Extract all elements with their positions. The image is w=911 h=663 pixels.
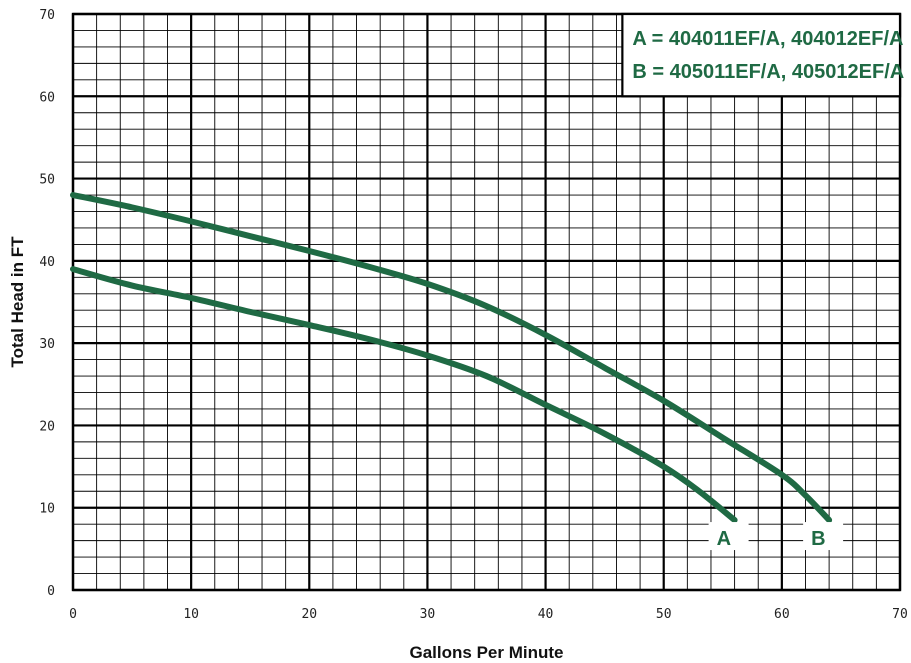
y-tick-label: 0: [47, 584, 55, 599]
y-tick-label: 70: [39, 8, 55, 23]
plot-frame: [71, 12, 902, 592]
y-axis-title: Total Head in FT: [8, 236, 27, 368]
legend: A = 404011EF/A, 404012EF/A B = 405011EF/…: [621, 12, 904, 98]
x-tick-label: 20: [301, 607, 317, 622]
curve-a: [70, 266, 738, 524]
x-tick-label: 0: [69, 607, 77, 622]
y-tick-labels: 0 10 20 30 40 50 60 70: [39, 8, 55, 599]
y-tick-label: 20: [39, 419, 55, 434]
legend-box: [621, 12, 902, 98]
curve-b: [70, 192, 833, 524]
x-tick-label: 30: [420, 607, 436, 622]
y-tick-label: 50: [39, 173, 55, 188]
y-tick-label: 30: [39, 337, 55, 352]
curve-label-background: [708, 522, 749, 551]
curve-label-a: A: [708, 522, 749, 551]
legend-entry-b: B = 405011EF/A, 405012EF/A: [632, 61, 904, 83]
curve-label-text: A: [717, 528, 731, 550]
curve-label-b: B: [803, 522, 844, 551]
curves: [70, 192, 833, 524]
legend-entry-a: A = 404011EF/A, 404012EF/A: [632, 28, 903, 50]
x-tick-labels: 0 10 20 30 40 50 60 70: [69, 607, 908, 622]
x-tick-label: 50: [656, 607, 672, 622]
x-tick-label: 70: [892, 607, 908, 622]
x-tick-label: 10: [183, 607, 199, 622]
x-tick-label: 40: [538, 607, 554, 622]
grid: [71, 12, 902, 592]
y-tick-label: 10: [39, 502, 55, 517]
plot-border: [71, 12, 902, 592]
curve-label-text: B: [811, 528, 825, 550]
y-tick-label: 40: [39, 255, 55, 270]
curve-label-background: [803, 522, 844, 551]
x-tick-label: 60: [774, 607, 790, 622]
y-tick-label: 60: [39, 90, 55, 105]
x-axis-title: Gallons Per Minute: [410, 643, 564, 662]
